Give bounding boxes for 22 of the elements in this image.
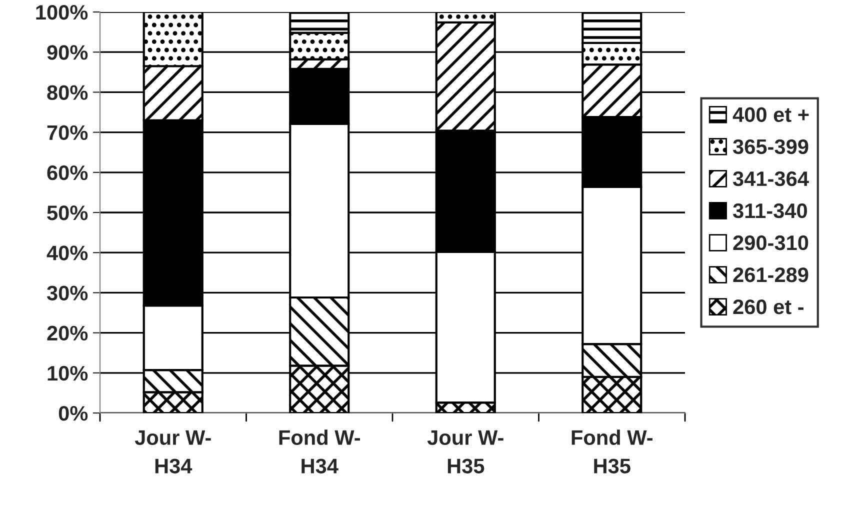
legend-label: 365-399	[732, 139, 808, 154]
y-tick-label: 10%	[48, 366, 88, 381]
x-tick-label: Fond W- H35	[572, 430, 652, 474]
y-tick-label: 20%	[47, 326, 88, 341]
y-tick-label: 30%	[46, 286, 88, 300]
y-tick-label: 80%	[47, 85, 88, 100]
x-tick-label: Jour W- H35	[427, 430, 504, 474]
y-tick-label: 60%	[47, 165, 88, 180]
x-tick-label: Jour W- H34	[134, 430, 211, 474]
x-tick-label: Fond W- H34	[279, 430, 360, 474]
y-tick-label: 40%	[46, 246, 88, 260]
legend-label: 260 et -	[733, 299, 804, 314]
y-tick-label: 90%	[47, 45, 88, 60]
legend-label: 261-289	[733, 267, 808, 282]
legend-label: 400 et +	[732, 107, 809, 122]
y-tick-label: 0%	[58, 406, 88, 421]
y-tick-label: 50%	[47, 206, 88, 220]
legend-label: 290-310	[733, 235, 808, 250]
y-tick-label: 70%	[47, 125, 88, 140]
y-tick-label: 100%	[36, 5, 88, 20]
legend-label: 311-340	[732, 203, 807, 218]
legend-label: 341-364	[732, 171, 809, 186]
